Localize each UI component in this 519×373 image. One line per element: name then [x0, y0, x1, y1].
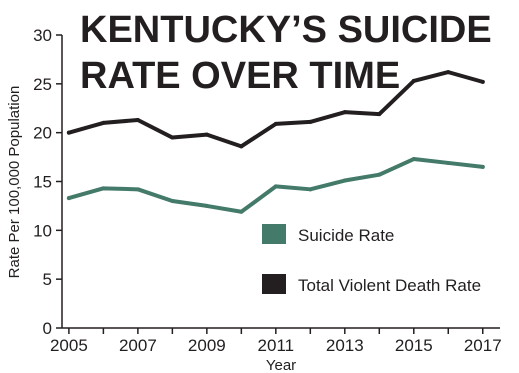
data-point-total-violent-death-rate	[446, 70, 451, 75]
data-point-suicide-rate	[446, 160, 451, 165]
data-point-suicide-rate	[66, 196, 71, 201]
chart-title-line-1: KENTUCKY’S SUICIDE	[80, 9, 492, 51]
x-tick-label: 2013	[326, 336, 364, 355]
data-point-total-violent-death-rate	[480, 79, 485, 84]
data-point-total-violent-death-rate	[170, 135, 175, 140]
chart-title-line-2: RATE OVER TIME	[80, 55, 400, 97]
data-point-suicide-rate	[342, 178, 347, 183]
series-group	[66, 70, 485, 214]
data-point-suicide-rate	[170, 199, 175, 204]
y-tick-label: 25	[33, 75, 52, 94]
x-axis-label: Year	[266, 357, 296, 373]
y-ticks: 0 5 10 15 20 25 30	[33, 26, 62, 338]
data-point-total-violent-death-rate	[66, 130, 71, 135]
y-tick-label: 15	[33, 173, 52, 192]
legend: Suicide Rate Total Violent Death Rate	[262, 224, 481, 295]
data-point-suicide-rate	[135, 187, 140, 192]
legend-swatch-suicide-rate	[262, 224, 286, 244]
data-point-suicide-rate	[411, 157, 416, 162]
x-tick-label: 2007	[119, 336, 157, 355]
data-point-suicide-rate	[204, 203, 209, 208]
data-point-total-violent-death-rate	[101, 120, 106, 125]
y-tick-label: 0	[43, 319, 52, 338]
x-tick-label: 2017	[464, 336, 502, 355]
legend-label-total-violent-death-rate: Total Violent Death Rate	[298, 276, 481, 295]
x-tick-label: 2005	[50, 336, 88, 355]
data-point-total-violent-death-rate	[273, 121, 278, 126]
x-tick-label: 2011	[258, 336, 295, 355]
data-point-total-violent-death-rate	[204, 132, 209, 137]
data-point-suicide-rate	[101, 186, 106, 191]
y-tick-label: 5	[43, 270, 52, 289]
x-tick-label: 2009	[188, 336, 226, 355]
y-tick-label: 20	[33, 124, 52, 143]
data-point-total-violent-death-rate	[342, 110, 347, 115]
x-tick-label: 2015	[395, 336, 433, 355]
y-axis-label: Rate Per 100,000 Population	[6, 86, 23, 279]
data-point-total-violent-death-rate	[135, 117, 140, 122]
y-tick-label: 10	[33, 221, 52, 240]
data-point-total-violent-death-rate	[377, 112, 382, 117]
data-point-suicide-rate	[308, 187, 313, 192]
legend-entry-total-violent-death-rate: Total Violent Death Rate	[262, 274, 481, 295]
x-ticks: 2005 2007 2009 2011 2013 2015 2017	[50, 328, 502, 355]
data-point-suicide-rate	[273, 184, 278, 189]
data-point-suicide-rate	[480, 164, 485, 169]
data-point-total-violent-death-rate	[308, 119, 313, 124]
y-tick-label: 30	[33, 26, 52, 45]
chart-title: KENTUCKY’S SUICIDE RATE OVER TIME	[80, 9, 492, 97]
data-point-suicide-rate	[239, 209, 244, 214]
legend-swatch-total-violent-death-rate	[262, 274, 286, 294]
data-point-total-violent-death-rate	[239, 144, 244, 149]
legend-entry-suicide-rate: Suicide Rate	[262, 224, 394, 245]
data-point-suicide-rate	[377, 172, 382, 177]
data-point-total-violent-death-rate	[411, 78, 416, 83]
legend-label-suicide-rate: Suicide Rate	[298, 226, 394, 245]
